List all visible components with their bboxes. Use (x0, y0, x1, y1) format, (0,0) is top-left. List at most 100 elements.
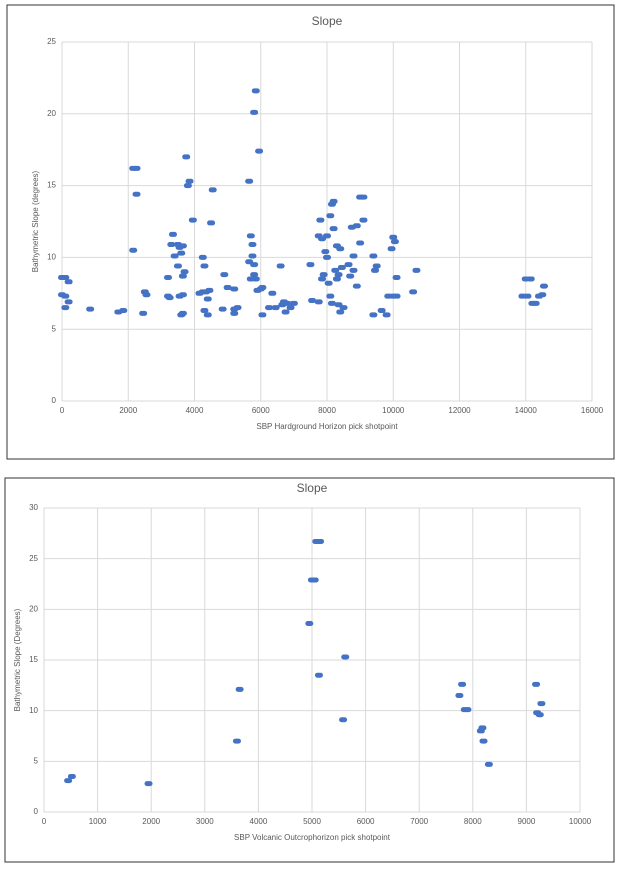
point (349, 267, 358, 273)
point (323, 254, 331, 260)
point (178, 273, 187, 279)
point (321, 249, 330, 255)
y-tick-label: 30 (29, 503, 38, 512)
x-axis-label: SBP Hardground Horizon pick shotpoint (256, 422, 398, 431)
point (246, 233, 255, 239)
point (164, 275, 172, 281)
point (167, 241, 176, 247)
point (334, 272, 343, 278)
point (336, 246, 345, 252)
point (392, 293, 401, 299)
point (329, 226, 338, 232)
point (255, 148, 264, 154)
y-tick-label: 15 (29, 655, 38, 664)
point (258, 285, 267, 291)
point (207, 220, 216, 226)
y-tick-label: 25 (29, 554, 38, 563)
point (223, 285, 232, 291)
y-tick-label: 0 (52, 396, 57, 405)
x-tick-label: 5000 (303, 817, 321, 826)
chart-frame (4, 477, 615, 863)
point (283, 300, 292, 306)
point (331, 267, 340, 273)
y-tick-label: 20 (29, 604, 38, 613)
point (352, 283, 361, 289)
point (314, 299, 323, 305)
point (268, 290, 277, 296)
x-tick-label: 4000 (186, 406, 204, 415)
point (265, 305, 274, 311)
point (352, 223, 361, 229)
point (535, 712, 544, 718)
x-tick-label: 8000 (464, 817, 482, 826)
point (523, 293, 532, 299)
point (372, 263, 381, 269)
point (286, 305, 295, 311)
x-tick-label: 7000 (410, 817, 428, 826)
x-tick-label: 3000 (196, 817, 214, 826)
point (389, 234, 398, 240)
x-tick-label: 10000 (569, 817, 592, 826)
x-tick-label: 2000 (142, 817, 160, 826)
x-tick-label: 9000 (518, 817, 536, 826)
point (119, 308, 128, 314)
point (250, 262, 259, 268)
point (203, 312, 212, 318)
point (177, 312, 186, 318)
point (245, 178, 254, 184)
x-tick-label: 0 (42, 817, 47, 826)
x-tick-label: 12000 (448, 406, 471, 415)
point (458, 681, 467, 687)
point (484, 761, 493, 767)
point (359, 217, 368, 223)
point (281, 309, 290, 315)
point (308, 297, 317, 303)
y-tick-label: 0 (34, 807, 39, 816)
point (305, 621, 314, 627)
point (314, 672, 323, 678)
point (232, 738, 241, 744)
point (538, 292, 547, 298)
point (289, 300, 298, 306)
point (369, 312, 378, 318)
x-tick-label: 6000 (252, 406, 270, 415)
point (537, 701, 546, 707)
point (329, 198, 338, 204)
point (532, 681, 541, 687)
point (478, 725, 487, 731)
point (64, 299, 73, 305)
point (412, 267, 421, 273)
x-tick-label: 2000 (119, 406, 137, 415)
point (310, 577, 319, 583)
point (336, 309, 345, 315)
x-tick-label: 16000 (581, 406, 604, 415)
point (170, 253, 179, 259)
point (479, 738, 488, 744)
y-tick-label: 10 (47, 253, 56, 262)
point (387, 246, 396, 252)
point (339, 305, 348, 311)
point (531, 300, 540, 306)
point (250, 272, 259, 278)
point (539, 283, 548, 289)
y-axis-label: Bathymetric Slope (Degrees) (13, 608, 22, 711)
point (251, 276, 260, 282)
point (183, 183, 192, 189)
point (248, 241, 257, 247)
point (173, 263, 182, 269)
point (318, 276, 327, 282)
point (356, 240, 365, 246)
point (326, 213, 335, 219)
y-axis-label: Bathymetric Slope (degrees) (31, 170, 40, 272)
point (319, 272, 328, 278)
point (371, 267, 380, 273)
point (180, 269, 189, 275)
point (276, 263, 285, 269)
point (168, 231, 177, 237)
point (316, 538, 325, 544)
point (64, 778, 73, 784)
point (332, 276, 341, 282)
point (205, 287, 214, 293)
